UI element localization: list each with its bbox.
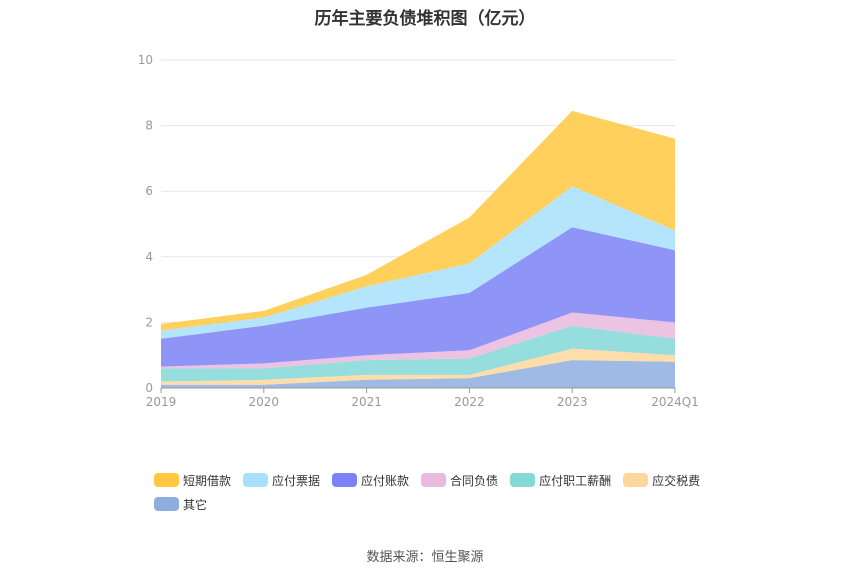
area-series-0 bbox=[161, 360, 675, 388]
legend-item[interactable]: 应付账款 bbox=[332, 472, 409, 488]
x-tick-label: 2023 bbox=[557, 395, 588, 409]
y-tick-label: 2 bbox=[145, 315, 153, 329]
area-series-6 bbox=[161, 110, 675, 331]
data-source: 数据来源：恒生聚源 bbox=[366, 550, 484, 565]
chart-legend: 短期借款 应付票据 应付账款 合同负债 应付职工薪酬 应交税费其它 bbox=[154, 472, 734, 512]
area-series-3 bbox=[161, 312, 675, 369]
x-tick-label: 2019 bbox=[146, 395, 177, 409]
x-tick-label: 2020 bbox=[249, 395, 280, 409]
legend-swatch bbox=[623, 473, 649, 487]
legend-item[interactable]: 应付票据 bbox=[243, 472, 320, 488]
x-tick-label: 2022 bbox=[454, 395, 485, 409]
legend-swatch bbox=[510, 473, 536, 487]
y-tick-label: 4 bbox=[145, 250, 153, 264]
legend-item[interactable]: 应付职工薪酬 bbox=[510, 472, 611, 488]
y-tick-label: 10 bbox=[138, 53, 153, 67]
legend-label: 其它 bbox=[183, 497, 208, 512]
x-tick-label: 2024Q1 bbox=[651, 395, 699, 409]
legend-item[interactable]: 其它 bbox=[154, 496, 207, 512]
legend-swatch bbox=[243, 473, 269, 487]
y-tick-label: 8 bbox=[145, 119, 153, 133]
legend-item[interactable]: 应交税费 bbox=[623, 472, 700, 488]
chart-title: 历年主要负债堆积图（亿元） bbox=[314, 9, 536, 29]
area-series-5 bbox=[161, 186, 675, 339]
y-tick-label: 0 bbox=[145, 381, 153, 395]
area-series-1 bbox=[161, 348, 675, 385]
area-series-2 bbox=[161, 325, 675, 382]
legend-swatch bbox=[332, 473, 358, 487]
legend-swatch bbox=[154, 473, 179, 487]
y-tick-label: 6 bbox=[145, 184, 153, 198]
x-tick-label: 2021 bbox=[351, 395, 382, 409]
legend-label: 应付票据 bbox=[272, 473, 321, 488]
legend-item[interactable]: 合同负债 bbox=[421, 472, 498, 488]
legend-label: 应付职工薪酬 bbox=[539, 473, 612, 488]
legend-swatch bbox=[154, 497, 179, 511]
legend-item[interactable]: 短期借款 bbox=[154, 472, 231, 488]
legend-label: 应交税费 bbox=[652, 473, 701, 488]
legend-label: 合同负债 bbox=[450, 473, 499, 488]
area-series-4 bbox=[161, 227, 675, 367]
legend-label: 短期借款 bbox=[183, 473, 232, 488]
legend-swatch bbox=[421, 473, 447, 487]
legend-label: 应付账款 bbox=[361, 473, 410, 488]
